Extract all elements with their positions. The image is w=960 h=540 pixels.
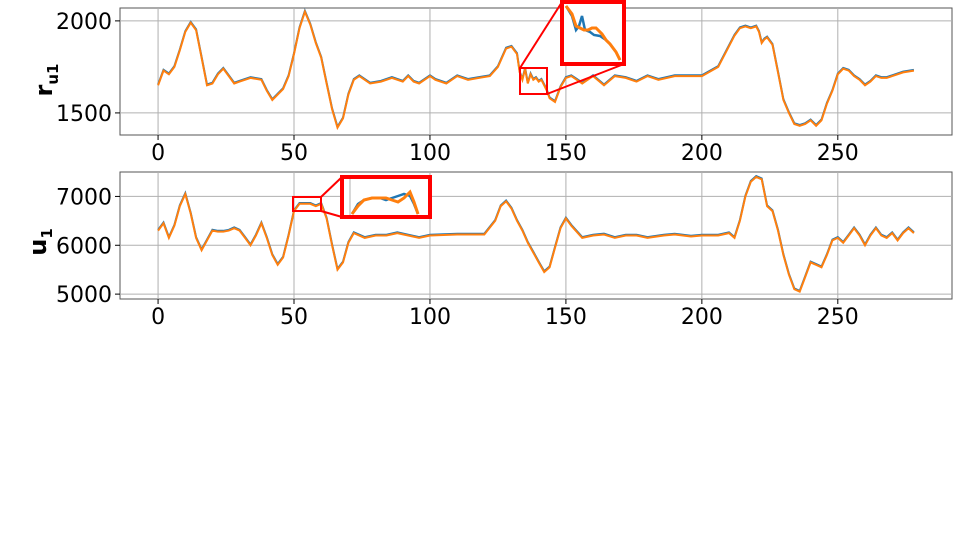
series-line-b: [157, 8, 915, 131]
x-tick-labels: 0 50 100 150 200 250: [151, 135, 859, 166]
zoom-connector-line: [320, 210, 343, 218]
zoom-connector-line: [519, 1, 563, 69]
plot-area: [119, 171, 953, 300]
x-tick-label: 150: [545, 305, 587, 330]
plot-area: [119, 7, 953, 136]
x-tick-label: 250: [817, 305, 859, 330]
y-tick-label: 6000: [56, 234, 112, 259]
zoom-inset: [560, 0, 626, 66]
series-line-b: [157, 175, 915, 294]
subplot-r-u1: 1500 2000 0 50 100 150 200 250 ru1: [30, 0, 953, 166]
subplot-u1: 5000 6000 7000 0 50 100 150 200 250 u1: [24, 171, 953, 330]
zoom-region-box: [292, 196, 322, 212]
x-tick-label: 100: [409, 141, 451, 166]
x-tick-label: 200: [681, 305, 723, 330]
x-tick-label: 0: [151, 141, 165, 166]
x-tick-labels: 0 50 100 150 200 250: [151, 299, 859, 330]
zoom-inset: [340, 175, 432, 219]
grid: [120, 8, 952, 135]
y-tick-label: 2000: [56, 10, 112, 35]
y-tick-labels: 1500 2000: [56, 10, 120, 127]
x-tick-label: 0: [151, 305, 165, 330]
zoom-connector-line: [546, 63, 625, 95]
x-tick-label: 50: [280, 305, 308, 330]
y-tick-label: 1500: [56, 102, 112, 127]
zoom-region-box: [519, 67, 548, 95]
x-tick-label: 250: [817, 141, 859, 166]
x-tick-label: 150: [545, 141, 587, 166]
y-axis-label: ru1: [30, 64, 62, 97]
x-tick-label: 50: [280, 141, 308, 166]
y-tick-label: 7000: [56, 185, 112, 210]
x-tick-label: 100: [409, 305, 451, 330]
y-tick-labels: 5000 6000 7000: [56, 185, 120, 308]
y-axis-label: u1: [24, 228, 56, 256]
y-tick-label: 5000: [56, 283, 112, 308]
grid: [120, 172, 952, 299]
zoom-connector-line: [320, 176, 343, 198]
x-tick-label: 200: [681, 141, 723, 166]
